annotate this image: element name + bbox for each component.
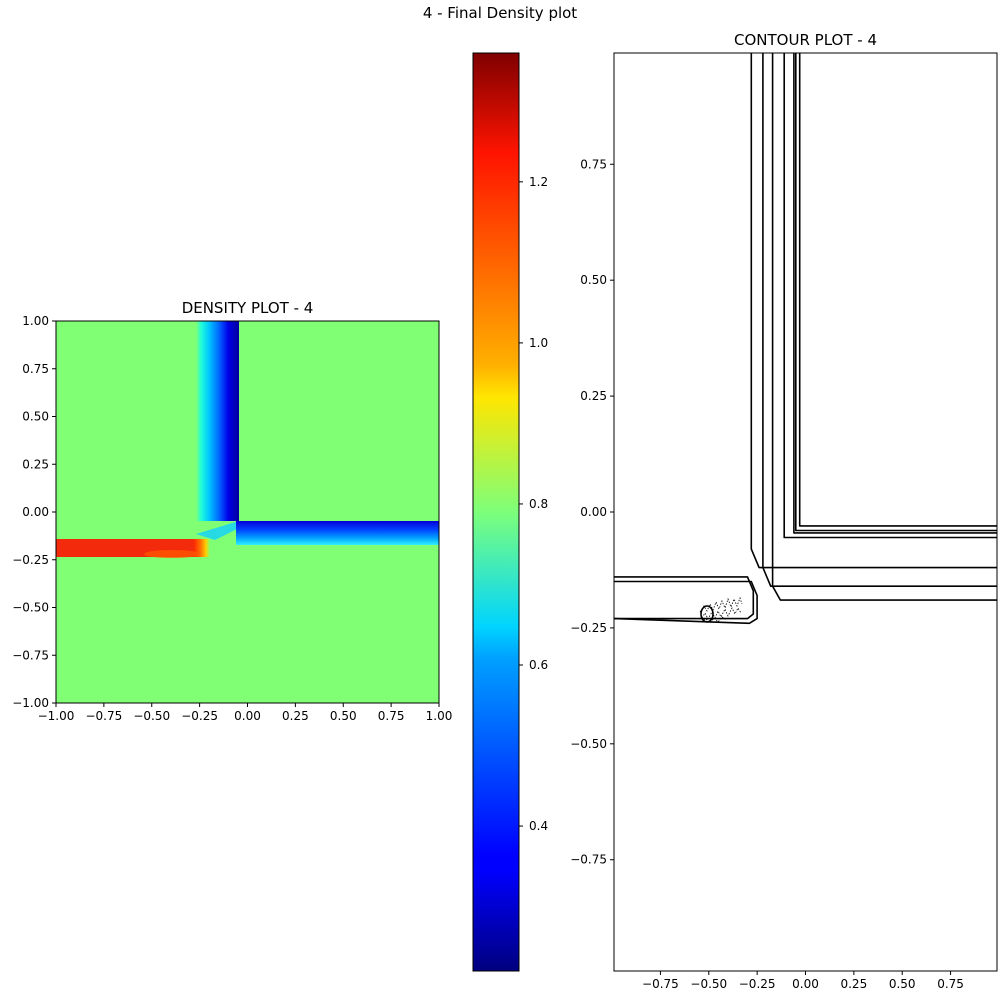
density-y-tick-label: −0.25 xyxy=(12,553,49,567)
density-red-strip-end xyxy=(194,539,210,557)
density-x-tick-label: 0.75 xyxy=(378,709,405,723)
contour-x-tick-label: 0.25 xyxy=(840,977,867,991)
contour-y-tick-label: 0.50 xyxy=(580,273,607,287)
contour-x-tick-label: 0.75 xyxy=(937,977,964,991)
density-y-tick-label: −0.75 xyxy=(12,648,49,662)
colorbar-frame xyxy=(472,52,520,972)
density-x-tick-label: 0.25 xyxy=(282,709,309,723)
density-heatmap xyxy=(56,321,439,703)
contour-y-tick-label: −0.50 xyxy=(570,737,607,751)
density-horizontal-strip xyxy=(236,521,439,545)
density-y-tick-label: 0.25 xyxy=(22,457,49,471)
contour-y-ticks: −0.75 −0.50 −0.25 0.00 0.25 0.50 0.75 xyxy=(570,157,614,867)
density-x-tick-label: −0.75 xyxy=(85,709,122,723)
density-x-tick-label: 0.00 xyxy=(234,709,261,723)
density-x-tick-label: 1.00 xyxy=(426,709,453,723)
density-red-lobe xyxy=(144,550,200,558)
density-vertical-strip xyxy=(196,321,239,521)
density-y-tick-label: −0.50 xyxy=(12,601,49,615)
contour-noise-squiggle xyxy=(699,596,743,624)
contour-y-tick-label: 0.75 xyxy=(580,157,607,171)
contour-line xyxy=(794,53,997,532)
colorbar-gradient xyxy=(473,53,519,971)
contour-x-ticks: −0.75 −0.50 −0.25 0.00 0.25 0.50 0.75 xyxy=(642,971,964,991)
colorbar-tick-label: 0.4 xyxy=(529,819,548,833)
density-x-tick-label: 0.50 xyxy=(330,709,357,723)
contour-x-tick-label: −0.75 xyxy=(642,977,679,991)
density-y-tick-label: 1.00 xyxy=(22,314,49,328)
contour-y-tick-label: −0.75 xyxy=(570,853,607,867)
contour-plot-title: CONTOUR PLOT - 4 xyxy=(734,31,877,49)
density-y-tick-label: 0.00 xyxy=(22,505,49,519)
contour-line xyxy=(750,53,997,569)
contour-line xyxy=(762,53,997,588)
contour-x-tick-label: 0.50 xyxy=(889,977,916,991)
density-x-ticks: −1.00 −0.75 −0.50 −0.25 0.00 0.25 0.50 0.75 1.00 xyxy=(38,703,453,723)
contour-x-tick-label: −0.25 xyxy=(739,977,776,991)
density-plot-title: DENSITY PLOT - 4 xyxy=(182,299,314,317)
contour-axes-background xyxy=(614,53,997,971)
density-x-tick-label: −0.50 xyxy=(133,709,170,723)
density-y-ticks: −1.00 −0.75 −0.50 −0.25 0.00 0.25 0.50 0.75 1.00 xyxy=(12,314,56,710)
density-x-tick-label: −1.00 xyxy=(38,709,75,723)
colorbar: 0.4 0.6 0.8 1.0 1.2 xyxy=(472,52,548,972)
density-x-tick-label: −0.25 xyxy=(181,709,218,723)
contour-line xyxy=(783,53,997,539)
density-corner-blend xyxy=(196,521,239,540)
contour-plot: CONTOUR PLOT - 4 −0.75 −0.50 −0.25 0.00 0.25… xyxy=(570,31,998,991)
figure-suptitle: 4 - Final Density plot xyxy=(423,4,577,22)
contour-noise-blob xyxy=(700,605,714,623)
contour-y-tick-label: −0.25 xyxy=(570,621,607,635)
colorbar-tick-label: 0.8 xyxy=(529,497,548,511)
density-plot: DENSITY PLOT - 4 −1.00 −0.75 −0.50 −0.25 0.0… xyxy=(12,299,452,723)
contour-x-tick-label: −0.50 xyxy=(690,977,727,991)
contour-y-tick-label: 0.25 xyxy=(580,389,607,403)
contour-line xyxy=(614,580,758,625)
contour-x-tick-label: 0.00 xyxy=(792,977,819,991)
density-y-tick-label: 0.75 xyxy=(22,362,49,376)
colorbar-tick-label: 1.0 xyxy=(529,336,548,350)
contour-line xyxy=(798,53,997,527)
density-y-tick-label: 0.50 xyxy=(22,410,49,424)
colorbar-tick-label: 0.6 xyxy=(529,658,548,672)
density-y-tick-label: −1.00 xyxy=(12,696,49,710)
contour-noise-cluster xyxy=(699,596,743,624)
colorbar-ticks: 0.4 0.6 0.8 1.0 1.2 xyxy=(519,175,548,833)
density-ambient-field xyxy=(56,321,439,703)
contour-y-tick-label: 0.00 xyxy=(580,505,607,519)
contour-line xyxy=(771,53,997,601)
contour-line xyxy=(793,53,997,534)
colorbar-tick-label: 1.2 xyxy=(529,175,548,189)
